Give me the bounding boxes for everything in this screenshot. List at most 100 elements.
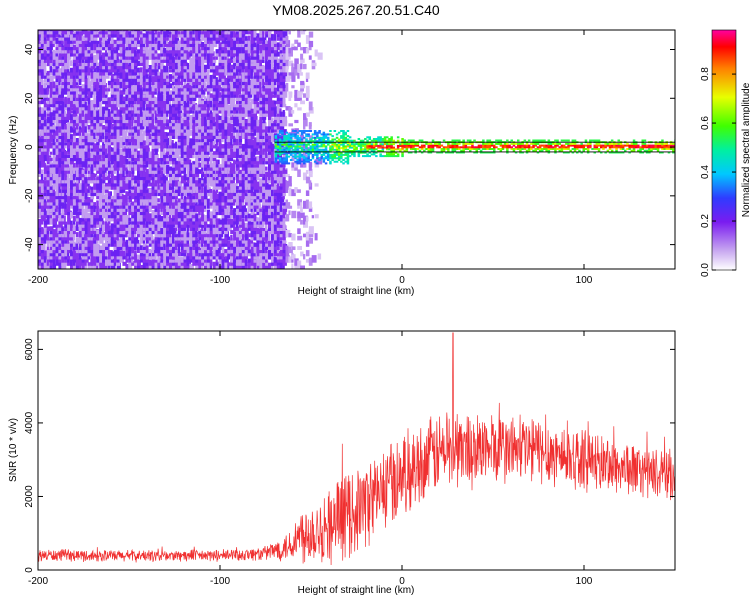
heatmap-cell — [238, 253, 243, 260]
heatmap-cell — [192, 154, 195, 159]
heatmap-cell — [198, 87, 204, 92]
heatmap-cell — [204, 106, 207, 111]
heatmap-cell — [110, 239, 115, 244]
heatmap-cell — [90, 101, 95, 111]
heatmap-cell — [227, 134, 233, 143]
heatmap-cell — [233, 33, 238, 38]
heatmap-cell — [160, 204, 166, 209]
heatmap-cell — [70, 89, 74, 95]
heatmap-cell — [206, 212, 211, 216]
heatmap-cell — [116, 118, 120, 124]
heatmap-cell — [87, 104, 90, 111]
heatmap-cell — [134, 89, 139, 95]
heatmap-cell — [125, 41, 129, 47]
heatmap-cell — [166, 191, 169, 197]
heatmap-cell — [224, 224, 229, 228]
heatmap-cell — [236, 115, 239, 120]
heatmap-cell — [122, 65, 126, 70]
heatmap-cell — [137, 49, 142, 54]
heatmap-cell — [84, 83, 87, 89]
heatmap-cell — [102, 74, 106, 79]
heatmap-cell — [96, 176, 101, 181]
heatmap-cell — [151, 177, 156, 181]
heatmap-cell — [233, 134, 236, 139]
heatmap-cell — [224, 127, 229, 133]
heatmap-cell — [169, 97, 173, 101]
heatmap-cell — [241, 43, 245, 48]
heatmap-cell — [189, 138, 193, 143]
heatmap-cell — [204, 56, 208, 63]
heatmap-cell — [224, 197, 227, 203]
heatmap-cell — [116, 188, 121, 193]
heatmap-cell — [72, 114, 78, 120]
heatmap-cell — [113, 152, 119, 162]
heatmap-cell — [87, 220, 91, 228]
heatmap-cell — [221, 183, 225, 187]
heatmap-cell — [221, 195, 227, 200]
heatmap-cell — [70, 39, 73, 44]
heatmap-cell — [201, 178, 207, 187]
heatmap-cell — [209, 221, 215, 228]
heatmap-cell — [224, 55, 230, 63]
heatmap-cell — [61, 156, 65, 162]
heatmap-cell — [61, 41, 64, 47]
heatmap-cell — [192, 241, 198, 247]
heatmap-cell — [183, 212, 188, 219]
heatmap-cell — [154, 117, 159, 124]
heatmap-cell — [154, 80, 158, 86]
heatmap-cell — [201, 170, 204, 174]
heatmap-cell — [99, 196, 104, 203]
heatmap-cell — [58, 137, 62, 143]
heatmap-cell — [233, 74, 238, 79]
heatmap-cell — [204, 134, 209, 139]
heatmap-cell — [43, 176, 47, 181]
heatmap-cell — [64, 196, 69, 200]
heatmap-cell — [40, 263, 46, 269]
heatmap-cell — [183, 237, 188, 244]
heatmap-cell — [154, 123, 160, 130]
heatmap-cell — [125, 184, 130, 190]
heatmap-cell — [134, 236, 139, 241]
heatmap-cell — [87, 79, 90, 86]
heatmap-cell — [221, 239, 225, 244]
heatmap-cell — [186, 33, 191, 38]
heatmap-cell — [148, 259, 152, 263]
heatmap-cell — [192, 86, 197, 92]
heatmap-cell — [81, 145, 86, 149]
heatmap-cell — [52, 40, 58, 44]
heatmap-cell — [195, 259, 200, 266]
heatmap-cell — [236, 212, 239, 219]
heatmap-cell — [81, 200, 87, 206]
heatmap-cell — [119, 233, 124, 238]
heatmap-cell — [238, 140, 242, 146]
heatmap-cell — [183, 36, 188, 41]
heatmap-cell — [195, 265, 198, 269]
heatmap-cell — [122, 194, 128, 203]
heatmap-cell — [142, 202, 147, 209]
heatmap-cell — [218, 87, 223, 92]
heatmap-cell — [177, 50, 183, 54]
heatmap-cell — [102, 208, 105, 216]
heatmap-cell — [139, 141, 145, 146]
heatmap-cell — [172, 88, 176, 92]
heatmap-cell — [160, 202, 163, 206]
heatmap-cell — [180, 230, 185, 235]
heatmap-cell — [172, 31, 176, 38]
heatmap-cell — [84, 133, 89, 139]
heatmap-cell — [236, 108, 239, 114]
heatmap-cell — [204, 158, 209, 162]
heatmap-cell — [209, 259, 213, 266]
heatmap-cell — [67, 33, 70, 38]
heatmap-cell — [58, 240, 63, 244]
heatmap-cell — [206, 224, 211, 228]
heatmap-cell — [72, 241, 76, 247]
heatmap-cell — [189, 129, 194, 136]
heatmap-cell — [90, 94, 93, 98]
heatmap-cell — [139, 185, 144, 190]
heatmap-cell — [209, 104, 215, 111]
heatmap-cell — [204, 233, 209, 238]
heatmap-cell — [119, 198, 125, 203]
heatmap-cell — [52, 142, 56, 146]
heatmap-cell — [201, 215, 205, 222]
heatmap-cell — [99, 178, 105, 187]
